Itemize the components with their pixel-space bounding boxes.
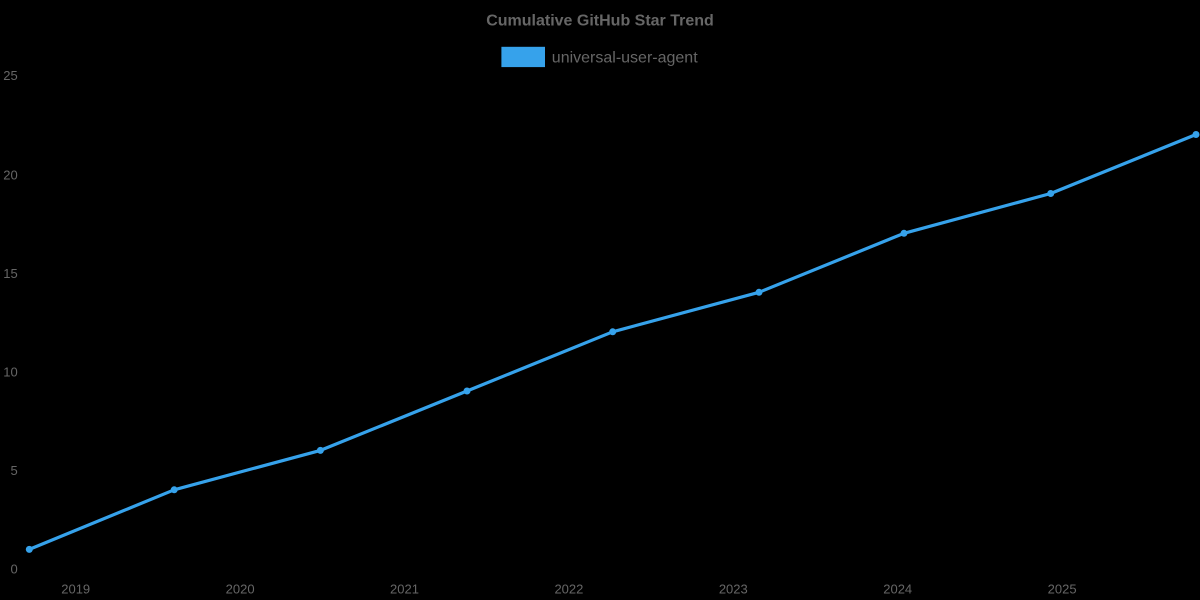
svg-text:25: 25 bbox=[3, 68, 17, 83]
svg-text:10: 10 bbox=[3, 365, 17, 380]
svg-text:Cumulative GitHub Star Trend: Cumulative GitHub Star Trend bbox=[486, 13, 714, 30]
svg-text:0: 0 bbox=[10, 561, 17, 576]
svg-text:20: 20 bbox=[3, 168, 17, 183]
svg-text:2022: 2022 bbox=[554, 581, 583, 596]
svg-text:2023: 2023 bbox=[719, 581, 748, 596]
svg-text:2024: 2024 bbox=[883, 581, 912, 596]
svg-text:2020: 2020 bbox=[226, 581, 255, 596]
svg-text:5: 5 bbox=[10, 463, 17, 478]
svg-text:15: 15 bbox=[3, 266, 17, 281]
svg-text:2025: 2025 bbox=[1048, 581, 1077, 596]
svg-text:2021: 2021 bbox=[390, 581, 419, 596]
svg-text:2019: 2019 bbox=[61, 581, 90, 596]
svg-text:universal-user-agent: universal-user-agent bbox=[552, 49, 698, 66]
